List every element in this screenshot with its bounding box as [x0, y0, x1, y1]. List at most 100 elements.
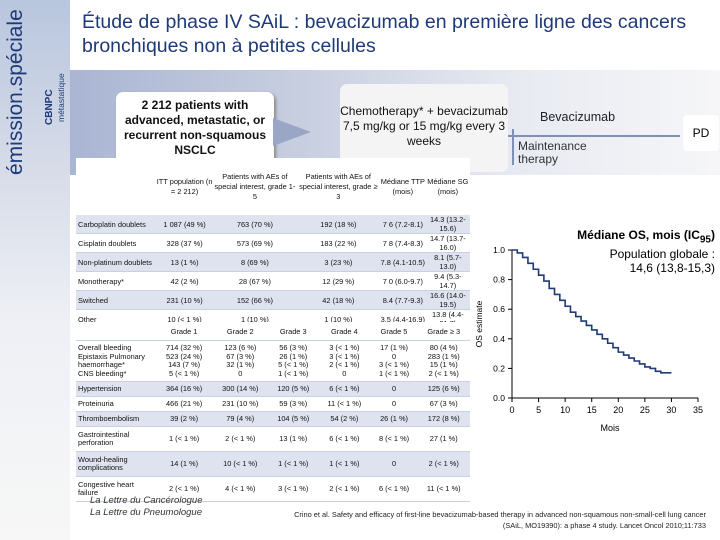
table-cell: 14.3 (13.2-15.6) [425, 215, 470, 234]
table-cell: 3 (< 1 %) [268, 476, 319, 502]
table-cell: 8 (< 1 %) [370, 426, 418, 452]
table-cell: 7 8 (7.4-8.3) [379, 233, 426, 253]
table-cell: 0 [370, 396, 418, 412]
safety-table: Grade 1 Grade 2 Grade 3 Grade 4 Grade 5 … [76, 322, 470, 502]
table-cell: 125 (6 %) [417, 381, 470, 397]
table-row: Hypertension 364 (16 %) 300 (14 %) 120 (5 %… [76, 381, 470, 397]
table-cell: 3 (< 1 %) 3 (< 1 %) 2 (< 1 %) 0 [318, 340, 371, 382]
table-cell: 231 (10 %) [156, 290, 214, 310]
table-cell: 13 (1 %) [156, 252, 214, 272]
table-header: Médiane SG (mois) [425, 158, 470, 215]
pd-label: PD [683, 115, 719, 151]
table-cell: 17 (1 %) 0 3 (< 1 %) 1 (< 1 %) [370, 340, 418, 382]
table-row: Gastrointestinal perforation 1 (< 1 %) 2 (<… [76, 426, 470, 452]
x-tick-label: 15 [587, 405, 597, 415]
table-cell: 1 087 (49 %) [156, 215, 214, 234]
y-tick-label: 0.4 [493, 334, 505, 344]
x-tick-label: 0 [509, 405, 514, 415]
table-cell: Carboplatin doublets [76, 215, 156, 234]
table-cell: 192 (18 %) [296, 215, 380, 234]
treatment-line [508, 135, 680, 137]
page-title: Étude de phase IV SAiL : bevacizumab en … [82, 11, 687, 57]
brand-sub2: métastatique [56, 73, 66, 122]
y-tick-label: 0.2 [493, 363, 505, 373]
table-row: Thromboembolism 39 (2 %) 79 (4 %) 104 (5 %)… [76, 411, 470, 427]
x-axis-label: Mois [600, 423, 620, 433]
table-cell: 56 (3 %) 26 (1 %) 5 (< 1 %) 1 (< 1 %) [268, 340, 319, 382]
maintenance-label: Maintenance therapy [518, 139, 587, 166]
table-header: Grade 5 [370, 322, 418, 341]
table-cell: 3 (23 %) [296, 252, 380, 272]
x-tick-label: 20 [613, 405, 623, 415]
table-cell: 12 (29 %) [296, 271, 380, 291]
footer-journal-1: La Lettre du Cancérologue [90, 495, 203, 506]
table-cell: 300 (14 %) [212, 381, 269, 397]
table-cell: 59 (3 %) [268, 396, 319, 412]
brand-sub1: CBNPC [44, 89, 55, 125]
table-cell: 9.4 (5.3-14.7) [425, 271, 470, 291]
reference-line-1: Crino et al. Safety and efficacy of firs… [294, 510, 706, 519]
table-cell: Gastrointestinal perforation [76, 426, 156, 452]
table-cell: 763 (70 %) [213, 215, 297, 234]
table-row: Congestive heart failure 2 (< 1 %) 4 (< 1 %… [76, 476, 470, 502]
table-cell: 573 (69 %) [213, 233, 297, 253]
table-cell: 120 (5 %) [268, 381, 319, 397]
table-cell: 16.6 (14.0-19.5) [425, 290, 470, 310]
table-cell: 67 (3 %) [417, 396, 470, 412]
treatment-tick [512, 129, 514, 165]
table-cell: 42 (2 %) [156, 271, 214, 291]
table-row: Switched 231 (10 %) 152 (66 %) 42 (18 %)… [76, 290, 470, 310]
table-cell: 13 (1 %) [268, 426, 319, 452]
table-cell: 0 [370, 381, 418, 397]
table-header-row: ITT population (n = 2 212) Patients with… [76, 158, 470, 215]
footer-journals: La Lettre du Cancérologue La Lettre du P… [90, 495, 203, 519]
table-row: Cisplatin doublets 328 (37 %) 573 (69 %)… [76, 233, 470, 253]
table-header: Grade 2 [212, 322, 269, 341]
table-cell: 2 (< 1 %) [212, 426, 269, 452]
table-cell: 11 (< 1 %) [318, 396, 371, 412]
table-cell: Monotherapy* [76, 271, 156, 291]
table-cell: 364 (16 %) [156, 381, 213, 397]
y-tick-label: 0.6 [493, 304, 505, 314]
table-cell: 714 (32 %) 523 (24 %) 143 (7 %) 5 (< 1 %) [156, 340, 213, 382]
table-cell: Congestive heart failure [76, 476, 156, 502]
brand-logo: émission.spéciale [4, 5, 30, 175]
table-cell: Cisplatin doublets [76, 233, 156, 253]
table-header-row: Grade 1 Grade 2 Grade 3 Grade 4 Grade 5 … [76, 322, 470, 341]
table-cell: 1 (< 1 %) [268, 451, 319, 477]
sidebar: émission.spéciale CBNPC métastatique [0, 0, 70, 540]
table-cell: 7 0 (6.0-9.7) [379, 271, 426, 291]
table-cell: 27 (1 %) [417, 426, 470, 452]
table-cell: Wound-healing complications [76, 451, 156, 477]
footer-journal-2: La Lettre du Pneumologue [90, 507, 202, 518]
table-row: Proteinuria 466 (21 %) 231 (10 %) 59 (3 %) 1… [76, 396, 470, 412]
table-cell: 54 (2 %) [318, 411, 371, 427]
table-cell: 42 (18 %) [296, 290, 380, 310]
table-cell: 183 (22 %) [296, 233, 380, 253]
table-cell: 14 (1 %) [156, 451, 213, 477]
table-cell: 328 (37 %) [156, 233, 214, 253]
km-line3: 14,6 (13,8-15,3) [629, 261, 715, 276]
table-cell: Hypertension [76, 381, 156, 397]
table-cell: Overall bleeding Epistaxis Pulmonary haemo… [76, 340, 156, 382]
x-tick-label: 25 [640, 405, 650, 415]
table-cell: Non-platinum doublets [76, 252, 156, 272]
table-cell: 2 (< 1 %) [417, 451, 470, 477]
arrow-icon [273, 118, 311, 146]
table-header: Patients with AEs of special interest, g… [296, 158, 380, 215]
table-cell: 466 (21 %) [156, 396, 213, 412]
x-tick-label: 10 [560, 405, 570, 415]
table-cell: 2 (< 1 %) [318, 476, 371, 502]
table-cell: 172 (8 %) [417, 411, 470, 427]
km-title: Médiane OS, mois (IC95) [577, 228, 715, 246]
table-cell: 152 (66 %) [213, 290, 297, 310]
table-cell: 1 (< 1 %) [318, 451, 371, 477]
table-cell: 39 (2 %) [156, 411, 213, 427]
table-header: Médiane TTP (mois) [379, 158, 426, 215]
table-row: Non-platinum doublets 13 (1 %) 8 (69 %) … [76, 252, 470, 272]
table-cell: 231 (10 %) [212, 396, 269, 412]
table-header: Grade 3 [268, 322, 319, 341]
table-cell: 28 (67 %) [213, 271, 297, 291]
table-cell: 26 (1 %) [370, 411, 418, 427]
y-tick-label: 0.8 [493, 275, 505, 285]
